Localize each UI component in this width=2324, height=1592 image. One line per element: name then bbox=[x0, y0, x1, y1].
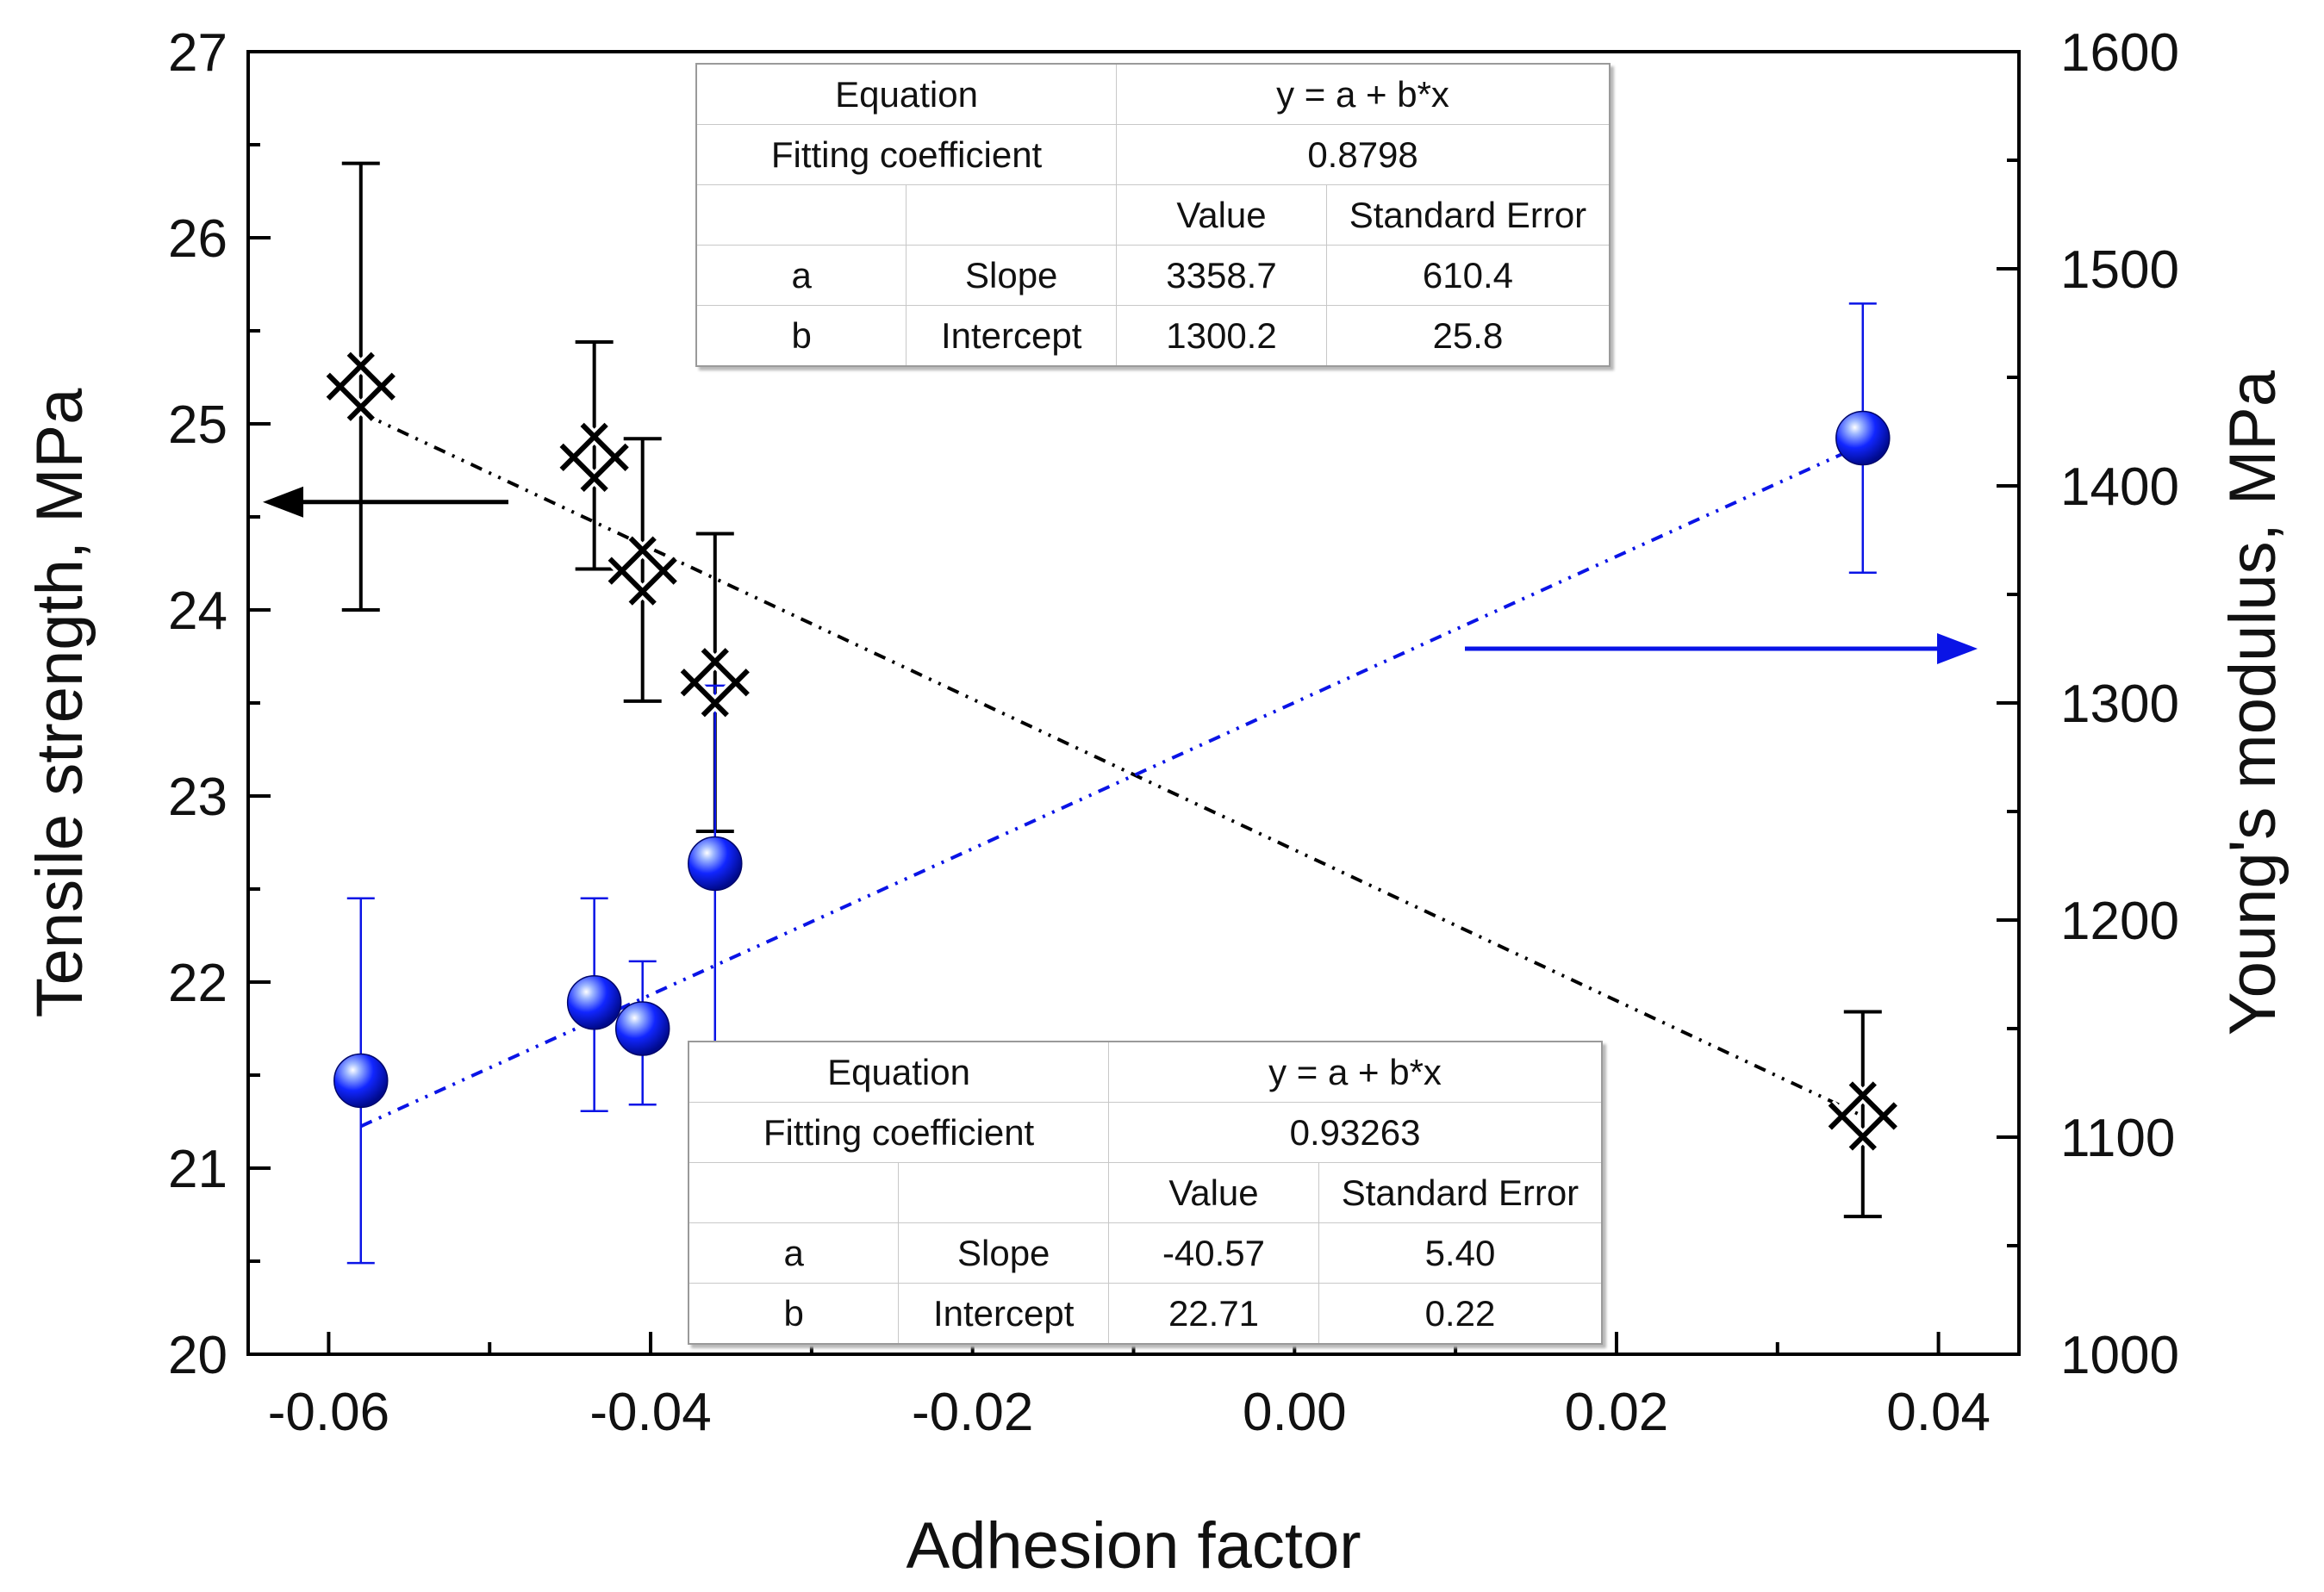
param-error: 610.4 bbox=[1325, 245, 1611, 306]
data-point-modulus bbox=[1835, 410, 1891, 466]
data-point-tensile bbox=[558, 420, 632, 494]
right-axis-arrowhead bbox=[1937, 633, 1978, 664]
fitting-coefficient-value: 0.8798 bbox=[1116, 124, 1611, 185]
marker-stroke bbox=[701, 648, 750, 697]
empty-cell bbox=[898, 1162, 1110, 1223]
marker-stroke bbox=[1848, 1081, 1897, 1130]
fitting-coefficient-label: Fitting coefficient bbox=[695, 124, 1118, 185]
param-name: Intercept bbox=[906, 305, 1118, 367]
param-symbol: a bbox=[688, 1222, 900, 1284]
data-point-modulus bbox=[333, 1053, 389, 1109]
param-name: Slope bbox=[906, 245, 1118, 306]
y-right-tick-label: 1000 bbox=[2060, 1326, 2179, 1385]
x-tick-label: -0.02 bbox=[912, 1383, 1033, 1442]
y-left-tick-label: 25 bbox=[168, 395, 227, 455]
fit-table-bottom: Equation y = a + b*x Fitting coefficient… bbox=[688, 1041, 1603, 1345]
marker-stroke bbox=[346, 351, 396, 401]
y-right-tick-label: 1400 bbox=[2060, 457, 2179, 517]
data-point-tensile bbox=[1826, 1079, 1900, 1154]
y-right-axis-title: Young's modulus, MPa bbox=[2216, 370, 2290, 1035]
marker-stroke bbox=[628, 536, 677, 585]
marker-stroke bbox=[607, 557, 657, 606]
marker-stroke bbox=[326, 372, 375, 421]
marker-stroke bbox=[559, 422, 608, 472]
x-axis-title: Adhesion factor bbox=[906, 1509, 1361, 1583]
x-tick-label: -0.06 bbox=[268, 1383, 389, 1442]
empty-cell bbox=[695, 184, 907, 246]
fitting-coefficient-label: Fitting coefficient bbox=[688, 1102, 1110, 1163]
marker-stroke bbox=[628, 557, 677, 606]
marker-stroke bbox=[580, 422, 629, 472]
y-left-tick-label: 27 bbox=[168, 23, 227, 83]
y-left-tick-label: 22 bbox=[168, 954, 227, 1013]
y-right-tick-label: 1100 bbox=[2060, 1109, 2175, 1168]
param-error: 0.22 bbox=[1318, 1283, 1603, 1345]
marker-stroke bbox=[680, 669, 729, 718]
param-symbol: b bbox=[695, 305, 907, 367]
equation-value: y = a + b*x bbox=[1108, 1041, 1603, 1103]
y-left-tick-label: 20 bbox=[168, 1326, 227, 1385]
y-right-tick-label: 1500 bbox=[2060, 240, 2179, 300]
x-tick-label: -0.04 bbox=[589, 1383, 711, 1442]
marker-stroke bbox=[326, 351, 375, 401]
empty-cell bbox=[906, 184, 1118, 246]
y-right-tick-label: 1300 bbox=[2060, 675, 2179, 734]
data-point-modulus bbox=[566, 975, 622, 1030]
param-value: 1300.2 bbox=[1116, 305, 1327, 367]
error-column-header: Standard Error bbox=[1325, 184, 1611, 246]
marker-stroke bbox=[607, 536, 657, 585]
marker-stroke bbox=[1828, 1081, 1877, 1130]
fitting-coefficient-value: 0.93263 bbox=[1108, 1102, 1603, 1163]
y-left-tick-label: 23 bbox=[168, 768, 227, 827]
marker-stroke bbox=[559, 443, 608, 493]
y-right-tick-label: 1200 bbox=[2060, 892, 2179, 951]
x-tick-label: 0.02 bbox=[1565, 1383, 1669, 1442]
marker-stroke bbox=[1848, 1102, 1897, 1151]
param-value: -40.57 bbox=[1108, 1222, 1319, 1284]
value-column-header: Value bbox=[1116, 184, 1327, 246]
equation-value: y = a + b*x bbox=[1116, 63, 1611, 125]
data-point-tensile bbox=[606, 534, 680, 608]
left-axis-arrowhead bbox=[263, 486, 303, 518]
value-column-header: Value bbox=[1108, 1162, 1319, 1223]
param-error: 5.40 bbox=[1318, 1222, 1603, 1284]
y-left-tick-label: 21 bbox=[168, 1140, 227, 1199]
marker-stroke bbox=[346, 372, 396, 421]
x-tick-label: 0.00 bbox=[1243, 1383, 1347, 1442]
param-error: 25.8 bbox=[1325, 305, 1611, 367]
y-right-tick-label: 1600 bbox=[2060, 23, 2179, 83]
error-column-header: Standard Error bbox=[1318, 1162, 1603, 1223]
fit-table-top: Equation y = a + b*x Fitting coefficient… bbox=[695, 63, 1611, 367]
marker-stroke bbox=[1828, 1102, 1877, 1151]
equation-label: Equation bbox=[688, 1041, 1110, 1103]
param-name: Slope bbox=[898, 1222, 1110, 1284]
data-point-tensile bbox=[678, 645, 752, 719]
marker-stroke bbox=[580, 443, 629, 493]
data-point-modulus bbox=[614, 1001, 670, 1056]
empty-cell bbox=[688, 1162, 900, 1223]
fit-line-left bbox=[359, 411, 1864, 1118]
marker-stroke bbox=[701, 669, 750, 718]
param-name: Intercept bbox=[898, 1283, 1110, 1345]
param-value: 3358.7 bbox=[1116, 245, 1327, 306]
param-value: 22.71 bbox=[1108, 1283, 1319, 1345]
y-left-tick-label: 26 bbox=[168, 209, 227, 269]
equation-label: Equation bbox=[695, 63, 1118, 125]
x-tick-label: 0.04 bbox=[1886, 1383, 1991, 1442]
y-left-axis-title: Tensile strength, MPa bbox=[23, 388, 97, 1018]
data-point-modulus bbox=[688, 836, 743, 892]
y-left-tick-label: 24 bbox=[168, 581, 227, 641]
param-symbol: b bbox=[688, 1283, 900, 1345]
marker-stroke bbox=[680, 648, 729, 697]
data-point-tensile bbox=[324, 350, 398, 424]
param-symbol: a bbox=[695, 245, 907, 306]
